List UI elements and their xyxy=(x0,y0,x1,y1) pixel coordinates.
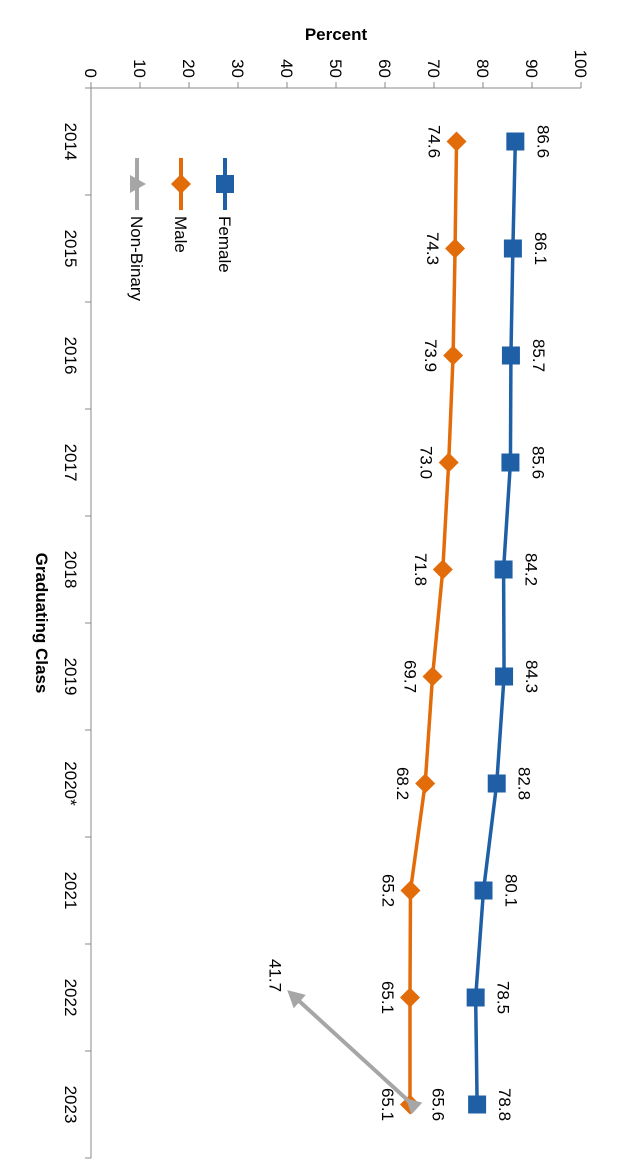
y-tick-label: 10 xyxy=(130,59,149,78)
male-data-label: 68.2 xyxy=(393,767,412,800)
male-data-label: 73.9 xyxy=(421,339,440,372)
x-tick-label: 2019 xyxy=(61,658,80,696)
male-marker xyxy=(446,131,467,152)
y-tick-label: 0 xyxy=(81,69,100,78)
legend: Female Male Non-Binary xyxy=(127,158,234,302)
x-tick-label: 2016 xyxy=(61,337,80,375)
y-tick-label: 50 xyxy=(326,59,345,78)
x-tick-label: 2020* xyxy=(61,761,80,806)
female-data-label: 84.3 xyxy=(522,660,541,693)
y-tick-label: 70 xyxy=(424,59,443,78)
female-legend-marker xyxy=(216,175,234,193)
female-legend-label: Female xyxy=(215,216,234,273)
female-data-label: 84.2 xyxy=(522,553,541,586)
male-data-label: 65.1 xyxy=(378,1088,397,1121)
non-binary-data-label: 41.7 xyxy=(265,959,284,992)
y-tick-label: 100 xyxy=(571,50,590,78)
female-marker xyxy=(506,132,525,151)
x-axis-title: Graduating Class xyxy=(32,553,51,694)
chart-rotated-frame: 0 10 20 30 40 50 60 70 80 90 100 20142015201620172… xyxy=(32,25,590,1159)
male-marker xyxy=(438,452,459,473)
female-series-line xyxy=(473,141,518,1105)
female-data-label: 86.6 xyxy=(533,125,552,158)
male-legend-label: Male xyxy=(171,216,190,253)
female-marker xyxy=(501,346,520,365)
female-data-label: 78.8 xyxy=(495,1088,514,1121)
male-data-label: 73.0 xyxy=(417,446,436,479)
y-tick-label: 60 xyxy=(375,59,394,78)
y-tick-label: 30 xyxy=(228,59,247,78)
male-marker xyxy=(432,559,453,580)
x-tick-label: 2015 xyxy=(61,230,80,268)
male-data-label: 71.8 xyxy=(411,553,430,586)
female-marker xyxy=(503,239,522,258)
female-marker xyxy=(474,881,493,900)
male-series-line xyxy=(408,141,459,1105)
male-data-label: 65.2 xyxy=(378,874,397,907)
female-data-label: 82.8 xyxy=(515,767,534,800)
non-binary-legend-label: Non-Binary xyxy=(127,216,146,302)
male-legend-marker xyxy=(171,174,191,194)
y-tick-label: 80 xyxy=(473,59,492,78)
male-data-label: 65.1 xyxy=(378,981,397,1014)
male-marker xyxy=(443,345,464,366)
non-binary-marker xyxy=(287,990,306,1009)
female-data-label: 85.7 xyxy=(529,339,548,372)
x-tick-label: 2017 xyxy=(61,444,80,482)
male-data-label: 74.6 xyxy=(425,125,444,158)
female-data-label: 80.1 xyxy=(501,874,520,907)
series-layer xyxy=(287,131,525,1115)
male-data-label: 74.3 xyxy=(423,232,442,265)
y-tick-label: 40 xyxy=(277,59,296,78)
female-marker xyxy=(494,560,513,579)
non-binary-series-line xyxy=(293,996,414,1106)
x-tick-label: 2014 xyxy=(61,123,80,161)
male-marker xyxy=(399,987,420,1008)
x-tick-label: 2023 xyxy=(61,1086,80,1124)
y-tick-label: 20 xyxy=(179,59,198,78)
male-marker xyxy=(422,666,443,687)
female-data-label: 78.5 xyxy=(494,981,513,1014)
female-data-label: 86.1 xyxy=(531,232,550,265)
x-tick-label: 2018 xyxy=(61,551,80,589)
female-marker xyxy=(501,453,520,472)
non-binary-marker-shape xyxy=(287,990,306,1009)
x-axis-ticks: 2014 2015 2016 2017 2018 2019 2020* 2021 2022 202… xyxy=(61,87,91,1159)
female-marker xyxy=(468,1095,487,1114)
male-marker xyxy=(415,773,436,794)
male-marker xyxy=(400,880,421,901)
data-labels: 86.6 86.1 85.7 85.6 84.2 84.3 82.8 80.1 78.5 78.8… xyxy=(265,125,552,1121)
female-marker xyxy=(466,988,485,1007)
x-tick-label: 2021 xyxy=(61,872,80,910)
x-tick-label: 2022 xyxy=(61,979,80,1017)
non-binary-legend-marker xyxy=(130,175,146,193)
non-binary-data-label: 65.6 xyxy=(428,1088,447,1121)
non-binary-marker xyxy=(405,1098,423,1115)
non-binary-marker-shape xyxy=(405,1098,423,1115)
y-axis-title: Percent xyxy=(305,25,368,44)
female-data-label: 85.6 xyxy=(528,446,547,479)
y-tick-label: 90 xyxy=(522,59,541,78)
male-marker xyxy=(445,238,466,259)
y-axis-ticks: 0 10 20 30 40 50 60 70 80 90 100 xyxy=(81,50,590,88)
male-data-label: 69.7 xyxy=(401,660,420,693)
female-marker xyxy=(487,774,506,793)
female-marker xyxy=(495,667,514,686)
